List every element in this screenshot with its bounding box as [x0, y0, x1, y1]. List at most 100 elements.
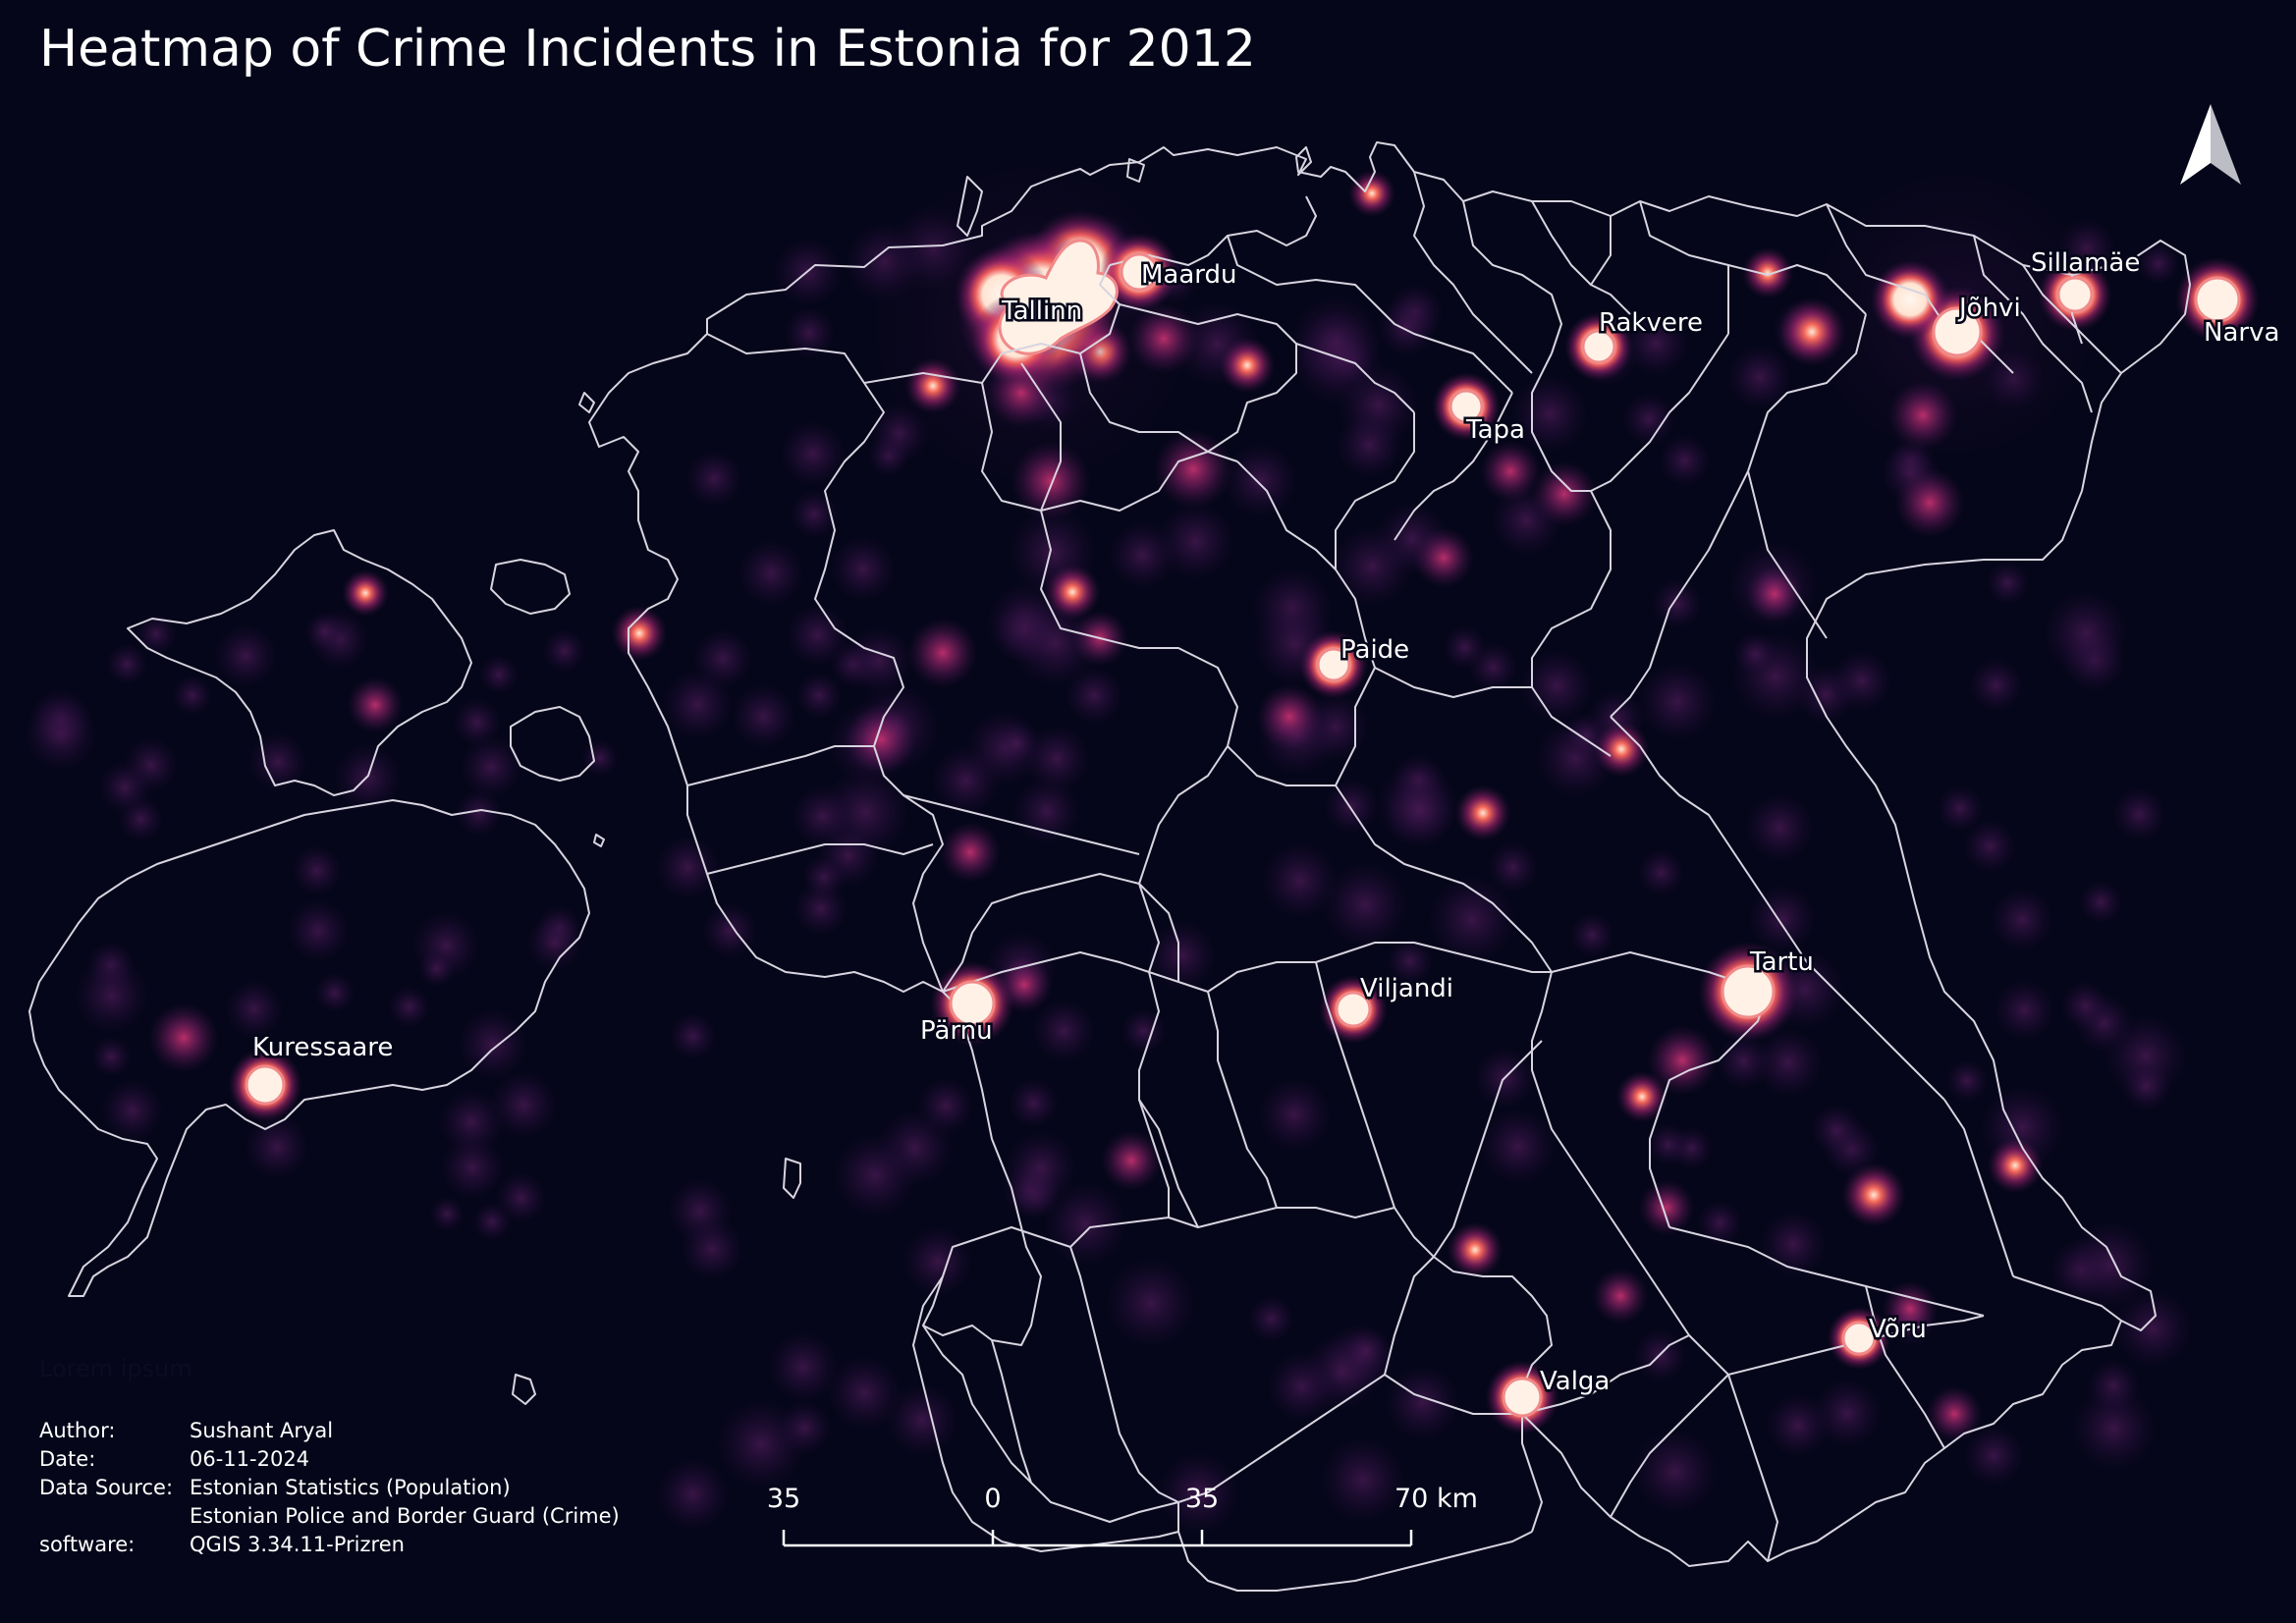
scale-bar: 35 0 35 70 km	[767, 1484, 1478, 1547]
heat-blob	[1569, 912, 1615, 958]
author-key: Author:	[39, 1419, 116, 1442]
heat-blob	[439, 1134, 506, 1201]
city-label-kuressaare[interactable]: Kuressaare	[250, 1031, 396, 1065]
heat-blob	[654, 834, 722, 901]
heat-blob	[994, 721, 1039, 766]
city-peak-parnu	[949, 980, 996, 1027]
heat-blob	[1636, 848, 1685, 897]
heat-blob	[1621, 391, 1677, 447]
heat-blob	[661, 668, 735, 741]
heat-blob	[1887, 380, 1958, 451]
heat-blob	[1383, 1363, 1461, 1441]
heat-blob	[286, 898, 351, 964]
heat-blob	[1320, 860, 1410, 949]
city-label-sillamae[interactable]: Sillamäe	[2029, 246, 2143, 281]
heat-blob	[611, 605, 668, 662]
heat-blob	[303, 611, 346, 652]
heat-blob	[1746, 566, 1803, 622]
heat-blob	[1384, 775, 1455, 847]
heat-blob	[2064, 1219, 2157, 1311]
city-peaks	[245, 252, 2241, 1418]
heat-blob	[2041, 588, 2130, 677]
heat-blob	[1219, 337, 1276, 394]
heat-blob	[1021, 724, 1092, 793]
heat-blob	[844, 625, 914, 696]
city-label-rakvere[interactable]: Rakvere	[1597, 306, 1706, 341]
city-label-tapa[interactable]: Tapa	[1463, 413, 1528, 448]
heat-blob	[459, 734, 523, 799]
heat-blob	[97, 760, 152, 815]
heat-blob	[100, 1078, 165, 1143]
author-value: Sushant Aryal	[190, 1419, 334, 1442]
city-label-tartu[interactable]: Tartu	[1747, 946, 1817, 980]
heat-blob	[1658, 433, 1712, 488]
city-peak-maardu	[1120, 252, 1159, 292]
software-row: software: QGIS 3.34.11-Prizren	[39, 1531, 620, 1559]
heat-blob	[452, 697, 503, 748]
heat-blob	[2120, 1060, 2172, 1112]
heat-blob	[1531, 460, 1598, 527]
mainland-outline	[588, 141, 2191, 1567]
heat-blob	[1121, 1007, 1168, 1055]
city-peak-paide	[1316, 647, 1351, 682]
city-label-voru[interactable]: Võru	[1867, 1313, 1930, 1347]
heat-blob	[1841, 1163, 1906, 1227]
city-peak-sillamae	[2056, 276, 2094, 313]
heat-blob	[429, 1196, 465, 1232]
heat-blob	[455, 788, 504, 838]
heat-blob	[478, 654, 519, 695]
city-peak-viljandi	[1335, 991, 1372, 1028]
heat-blob	[701, 901, 759, 960]
heat-blob	[1777, 297, 1847, 367]
heat-blob	[1347, 169, 1396, 218]
heat-blob	[387, 985, 431, 1029]
heat-blob	[1646, 1122, 1691, 1167]
city-label-parnu[interactable]: Pärnu	[918, 1014, 996, 1049]
heat-blob	[2111, 1287, 2194, 1370]
muhu-outline	[510, 706, 595, 782]
heat-blob	[1010, 598, 1101, 688]
heat-blob	[1894, 467, 1965, 538]
city-peak-narva	[2194, 276, 2241, 323]
city-label-paide[interactable]: Paide	[1339, 633, 1412, 668]
city-label-valga[interactable]: Valga	[1538, 1365, 1613, 1399]
city-label-viljandi[interactable]: Viljandi	[1358, 972, 1456, 1006]
date-key: Date:	[39, 1447, 96, 1471]
heat-blob	[1621, 308, 1691, 378]
heat-blob	[1990, 887, 2055, 952]
heat-blob	[1256, 683, 1323, 750]
heat-blob	[829, 535, 898, 603]
municipality-boundaries	[588, 141, 2191, 1592]
scale-label-0: 35	[767, 1484, 800, 1514]
heat-blob	[525, 913, 584, 972]
heat-blob	[1752, 1026, 1825, 1099]
heat-blob	[1830, 649, 1893, 713]
heat-blob	[456, 1007, 529, 1081]
heat-blob	[1442, 624, 1488, 670]
heat-blob	[1741, 246, 1794, 299]
heat-blob	[1011, 441, 1091, 521]
source-value-1: Estonian Statistics (Population)	[190, 1476, 511, 1499]
heat-blob	[244, 1113, 311, 1181]
heat-blob	[916, 1076, 975, 1135]
heat-blob	[1993, 978, 2056, 1043]
heat-blob	[89, 1035, 133, 1078]
heat-blob	[580, 738, 620, 778]
heat-blob	[1426, 873, 1518, 966]
heat-blob	[884, 1382, 960, 1458]
heat-blob	[1447, 1221, 1503, 1278]
heat-blob	[679, 1216, 745, 1282]
heat-blob	[939, 821, 1002, 884]
heat-blob	[1487, 840, 1540, 894]
heat-blob	[1335, 410, 1403, 480]
city-label-tallinn[interactable]: Tallinn	[999, 295, 1085, 329]
heat-blob	[831, 1131, 918, 1219]
city-label-maardu[interactable]: Maardu	[1139, 258, 1240, 293]
city-label-narva[interactable]: Narva	[2202, 316, 2282, 351]
city-label-johvi[interactable]: Jõhvi	[1955, 292, 2024, 326]
heat-blob	[655, 1456, 731, 1533]
heat-blob	[737, 538, 806, 608]
heat-blob	[1128, 303, 1199, 374]
